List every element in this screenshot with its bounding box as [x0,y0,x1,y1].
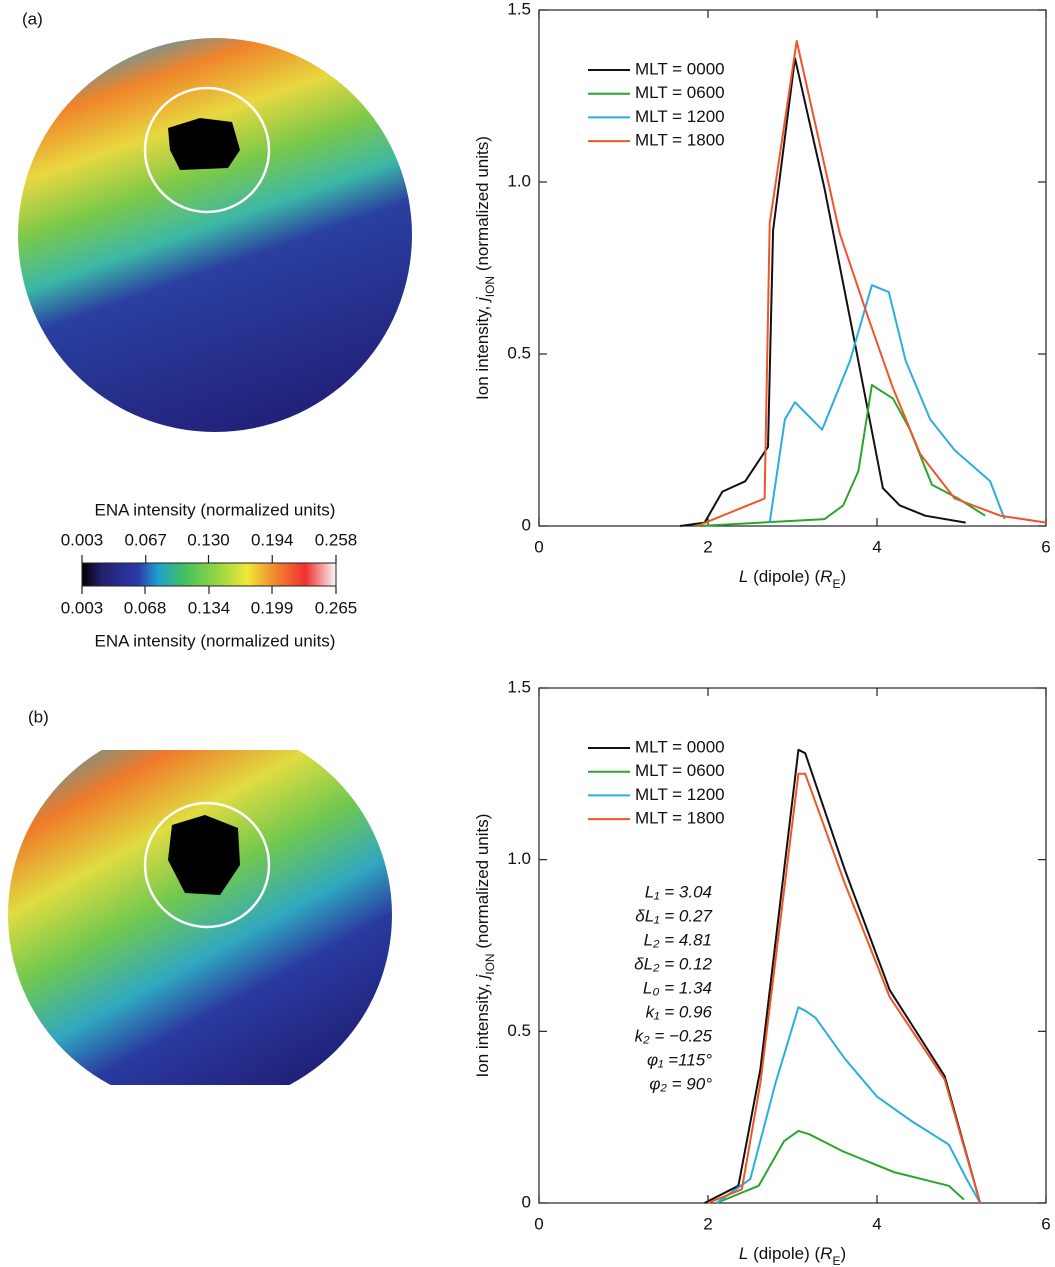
x-tick-label: 6 [1041,537,1050,556]
y-tick-label: 1.0 [507,171,531,190]
annotation: L₀ = 1.34 [643,978,712,997]
annotation: φ₁ =115° [647,1050,712,1069]
x-axis-label-part: ) [840,567,846,586]
legend-label: MLT = 0600 [635,83,725,102]
series-line [716,1129,965,1204]
colorbar-tick-label: 0.199 [251,598,294,617]
y-tick-label: 1.0 [507,849,531,868]
ena-map-a [18,38,412,432]
y-axis-label-part: (normalized units) [473,814,492,954]
legend-label: MLT = 0600 [635,761,725,780]
series-line [707,772,982,1204]
colorbar-tick-label: 0.194 [251,530,294,549]
colorbar-tick-label: 0.003 [61,530,104,549]
legend-label: MLT = 1200 [635,107,725,126]
x-tick-label: 2 [703,1214,712,1233]
colorbar [81,562,337,587]
y-tick-label: 0 [522,1192,531,1211]
y-tick-label: 0 [522,515,531,534]
annotation: δL₁ = 0.27 [635,906,712,925]
colorbar-tick-label: 0.003 [61,598,104,617]
colorbar-title: ENA intensity (normalized units) [95,631,336,650]
colorbar-tick-label: 0.134 [188,598,231,617]
y-axis-label-part: j [473,296,492,303]
x-axis-label-part: ) [840,1244,846,1263]
legend-label: MLT = 0000 [635,59,725,78]
y-axis-label-part: ION [483,276,497,297]
y-tick-label: 0.5 [507,343,531,362]
y-tick-label: 1.5 [507,677,531,696]
colorbar-tick-label: 0.068 [124,598,167,617]
x-tick-label: 0 [534,537,543,556]
series-line [768,284,1006,523]
x-tick-label: 2 [703,537,712,556]
y-axis-label-part: Ion intensity, [473,301,492,400]
plot-frame [538,9,1047,527]
series-line [696,40,1047,527]
x-tick-label: 6 [1041,1214,1050,1233]
legend-label: MLT = 1800 [635,809,725,828]
y-axis-label-part: Ion intensity, [473,979,492,1078]
y-axis-label-part: j [473,974,492,981]
legend-label: MLT = 1800 [635,131,725,150]
y-axis-label-part: (normalized units) [473,136,492,276]
y-tick-label: 0.5 [507,1021,531,1040]
colorbar-tick-label: 0.130 [187,530,230,549]
x-axis-label-part: E [832,1254,840,1267]
legend-label: MLT = 0000 [635,737,725,756]
annotation: δL₂ = 0.12 [634,954,712,973]
x-axis-label-part: E [832,577,840,591]
annotation: k₂ = −0.25 [635,1026,713,1045]
y-axis-label: Ion intensity, jION (normalized units) [473,814,497,1078]
x-axis-label-part: L [739,1244,748,1263]
colorbar-tick-label: 0.067 [124,530,167,549]
ena-map-b [8,750,392,1085]
y-axis-label-part: ION [483,953,497,974]
series-line [715,1006,981,1204]
x-axis-label-part: (dipole) ( [748,567,820,586]
x-axis-label-part: (dipole) ( [748,1244,820,1263]
annotation: k₁ = 0.96 [646,1002,713,1021]
panel-label: (b) [28,707,49,726]
colorbar-title: ENA intensity (normalized units) [95,500,336,519]
x-tick-label: 4 [872,537,881,556]
annotation: φ₂ = 90° [649,1074,712,1093]
x-axis-label: L (dipole) (RE) [739,567,846,591]
legend-label: MLT = 1200 [635,785,725,804]
x-tick-label: 0 [534,1214,543,1233]
x-tick-label: 4 [872,1214,881,1233]
panel-label: (a) [22,9,43,28]
y-tick-label: 1.5 [507,0,531,18]
y-axis-label: Ion intensity, jION (normalized units) [473,136,497,400]
x-axis-label-part: R [820,1244,832,1263]
colorbar-tick-label: 0.258 [315,530,358,549]
x-axis-label-part: L [739,567,748,586]
x-axis-label-part: R [820,567,832,586]
colorbar-tick-label: 0.265 [315,598,358,617]
series-line [699,384,986,527]
x-axis-label: L (dipole) (RE) [739,1244,846,1267]
plot-frame [538,687,1047,1204]
annotation: L₂ = 4.81 [644,930,712,949]
series-line [704,748,982,1204]
annotation: L₁ = 3.04 [645,882,712,901]
